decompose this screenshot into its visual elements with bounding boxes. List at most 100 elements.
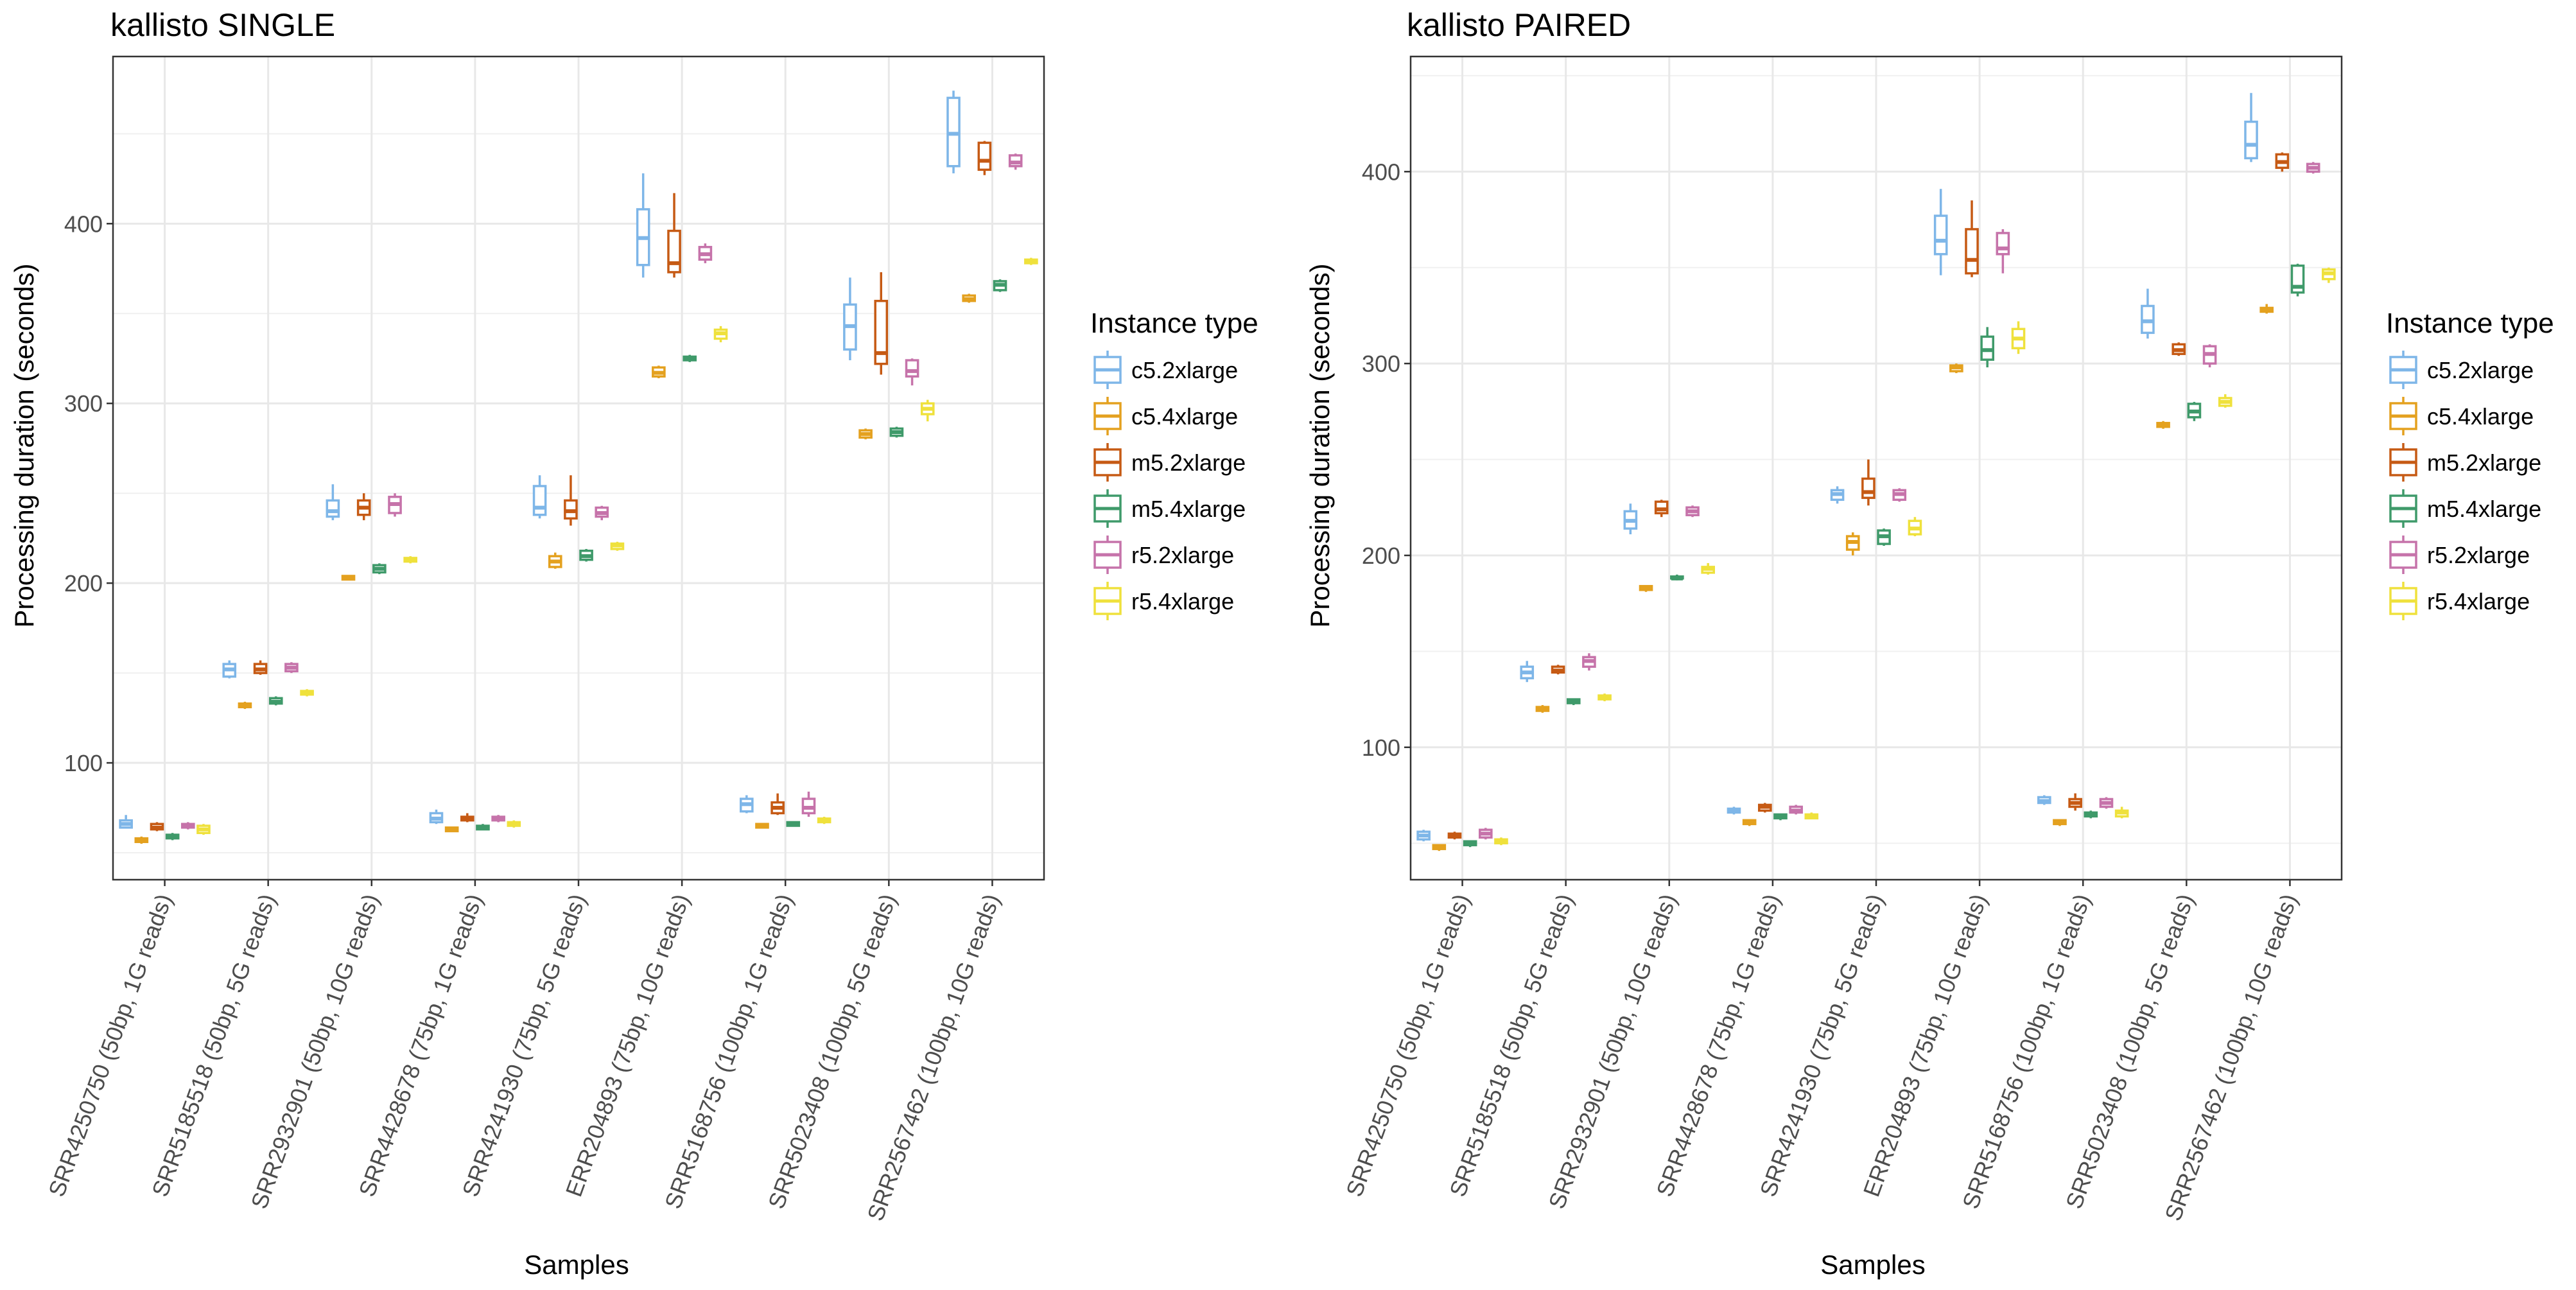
box-c5.4xlarge-2 (1535, 705, 1550, 713)
box-c5.2xlarge-8 (2141, 288, 2155, 339)
legend-title: Instance type (1090, 308, 1258, 339)
legend-key-r5.2xlarge (2389, 536, 2417, 574)
box-c5.2xlarge-2 (222, 660, 237, 679)
box-m5.4xlarge-7 (786, 821, 801, 827)
x-axis-label-paired: Samples (1820, 1250, 1925, 1280)
legend-key-r5.4xlarge (2389, 582, 2417, 620)
box-r5.4xlarge-5 (1908, 517, 1922, 537)
legend-label: m5.4xlarge (1131, 496, 1246, 522)
box-r5.4xlarge-3 (403, 556, 418, 564)
legend-key-m5.4xlarge (2389, 489, 2417, 528)
box-m5.4xlarge-6 (1980, 327, 1995, 368)
legend-key-c5.2xlarge (2389, 351, 2417, 389)
y-tick-label: 400 (64, 211, 103, 237)
y-tick-label: 400 (1362, 159, 1400, 185)
box-r5.2xlarge-1 (1478, 828, 1493, 840)
box-c5.4xlarge-4 (1742, 819, 1757, 826)
x-tick-label: SRR4428678 (75bp, 1G reads) (353, 891, 487, 1200)
box-r5.2xlarge-5 (1892, 488, 1907, 502)
legend-title: Instance type (2386, 308, 2554, 339)
box-c5.2xlarge-1 (119, 815, 133, 829)
box-m5.4xlarge-8 (889, 426, 904, 438)
box-m5.4xlarge-3 (372, 563, 387, 575)
box-r5.4xlarge-9 (2322, 267, 2336, 283)
box-c5.4xlarge-1 (134, 836, 149, 844)
box-r5.4xlarge-6 (2011, 321, 2026, 354)
box-c5.2xlarge-2 (1520, 661, 1535, 683)
box-r5.2xlarge-1 (180, 822, 195, 830)
box-m5.4xlarge-5 (579, 548, 593, 562)
legend-key-c5.4xlarge (1093, 397, 1122, 435)
x-tick-label: SRR4241930 (75bp, 5G reads) (457, 891, 591, 1200)
x-tick-label: ERR204893 (75bp, 10G reads) (561, 891, 695, 1200)
box-m5.2xlarge-8 (874, 272, 889, 375)
box-body (667, 229, 681, 274)
box-body (2244, 120, 2258, 160)
box-m5.2xlarge-6 (667, 193, 681, 278)
legend-label: r5.4xlarge (2427, 588, 2530, 614)
box-r5.2xlarge-8 (905, 358, 919, 386)
box-m5.4xlarge-1 (165, 833, 180, 841)
legend-key-r5.2xlarge (1093, 536, 1122, 574)
legend-single: Instance type c5.2xlarge c5.4xlarge m5.2xl… (1090, 308, 1258, 620)
box-c5.2xlarge-6 (1933, 189, 1948, 275)
panel-single: kallisto SINGLE Processing duration (sec… (9, 7, 1045, 1280)
box-c5.4xlarge-3 (341, 575, 356, 581)
box-c5.4xlarge-3 (1639, 585, 1653, 592)
box-r5.4xlarge-6 (713, 326, 728, 343)
box-r5.4xlarge-4 (507, 820, 521, 828)
y-tick-label: 200 (1362, 543, 1400, 569)
box-m5.2xlarge-1 (150, 822, 164, 832)
legend-label: c5.2xlarge (1131, 357, 1238, 383)
box-r5.4xlarge-4 (1804, 812, 1819, 820)
box-c5.4xlarge-2 (238, 701, 252, 710)
box-m5.2xlarge-4 (1757, 803, 1772, 813)
box-body (1933, 214, 1948, 256)
box-m5.4xlarge-3 (1670, 574, 1684, 580)
x-tick-label: ERR204893 (75bp, 10G reads) (1858, 891, 1992, 1200)
box-r5.4xlarge-8 (2218, 394, 2232, 408)
y-tick-label: 100 (1362, 735, 1400, 761)
box-m5.2xlarge-5 (1861, 459, 1875, 506)
legend-key-c5.2xlarge (1093, 351, 1122, 389)
legend-label: m5.4xlarge (2427, 496, 2541, 522)
box-c5.4xlarge-9 (2259, 304, 2274, 314)
box-m5.2xlarge-8 (2171, 342, 2186, 356)
box-body (1996, 232, 2010, 256)
legend-label: r5.2xlarge (1131, 542, 1234, 568)
box-c5.2xlarge-1 (1416, 830, 1431, 842)
box-c5.4xlarge-5 (548, 552, 562, 569)
box-r5.2xlarge-2 (1582, 653, 1596, 671)
box-c5.2xlarge-6 (636, 173, 650, 278)
box-m5.4xlarge-4 (1773, 813, 1788, 821)
box-c5.2xlarge-5 (1830, 486, 1845, 504)
box-r5.2xlarge-2 (284, 662, 299, 674)
legend-key-m5.2xlarge (2389, 443, 2417, 482)
box-r5.2xlarge-5 (595, 505, 609, 521)
box-c5.4xlarge-4 (444, 826, 459, 833)
x-tick-label: SRR5185518 (50bp, 5G reads) (1444, 891, 1578, 1200)
box-m5.4xlarge-6 (683, 354, 697, 362)
box-body (326, 499, 340, 518)
panel-paired: kallisto PAIRED Processing duration (sec… (1305, 7, 2343, 1280)
box-m5.4xlarge-8 (2187, 401, 2202, 421)
box-m5.4xlarge-2 (268, 696, 283, 706)
box-c5.4xlarge-6 (652, 365, 666, 379)
legend-label: c5.2xlarge (2427, 357, 2534, 383)
box-r5.4xlarge-7 (2114, 806, 2129, 819)
legend-label: c5.4xlarge (1131, 403, 1238, 430)
legend-label: m5.2xlarge (1131, 449, 1246, 476)
box-c5.2xlarge-7 (2037, 795, 2051, 805)
x-tick-label: SRR4250750 (50bp, 1G reads) (1341, 891, 1475, 1200)
box-m5.2xlarge-1 (1447, 832, 1462, 840)
y-tick-label: 300 (64, 390, 103, 417)
box-c5.4xlarge-9 (962, 293, 977, 303)
y-tick-label: 200 (64, 570, 103, 597)
y-tick-label: 100 (64, 750, 103, 776)
box-r5.2xlarge-7 (2099, 797, 2114, 809)
legend-label: r5.4xlarge (1131, 588, 1234, 614)
box-m5.2xlarge-4 (460, 813, 474, 823)
legend-key-m5.2xlarge (1093, 443, 1122, 482)
box-c5.4xlarge-1 (1432, 844, 1447, 851)
box-r5.4xlarge-5 (610, 541, 625, 551)
